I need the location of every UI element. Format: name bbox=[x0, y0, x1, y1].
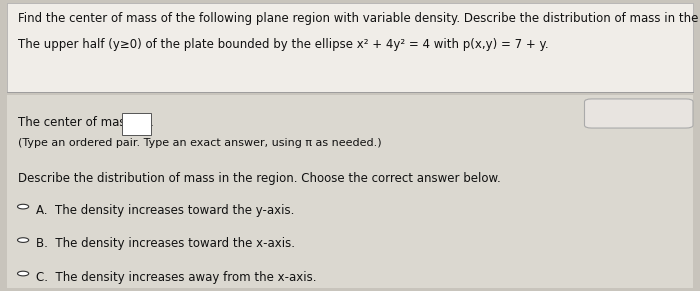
Text: (Type an ordered pair. Type an exact answer, using π as needed.): (Type an ordered pair. Type an exact ans… bbox=[18, 138, 381, 148]
Text: The upper half (y≥​0) of the plate bounded by the ellipse x² + 4y²​ = 4 with p(x: The upper half (y≥​0) of the plate bound… bbox=[18, 38, 548, 51]
FancyBboxPatch shape bbox=[7, 3, 693, 92]
FancyBboxPatch shape bbox=[7, 95, 693, 288]
Text: The center of mass is: The center of mass is bbox=[18, 116, 144, 129]
Text: Describe the distribution of mass in the region. Choose the correct answer below: Describe the distribution of mass in the… bbox=[18, 172, 500, 185]
Circle shape bbox=[18, 204, 29, 209]
Text: • • • • •: • • • • • bbox=[623, 109, 654, 118]
Text: A.  The density increases toward the y-axis.: A. The density increases toward the y-ax… bbox=[36, 204, 295, 217]
Circle shape bbox=[18, 238, 29, 242]
Text: .: . bbox=[150, 116, 153, 129]
FancyBboxPatch shape bbox=[122, 113, 150, 135]
Text: C.  The density increases away from the x-axis.: C. The density increases away from the x… bbox=[36, 271, 317, 284]
Circle shape bbox=[18, 271, 29, 276]
Text: B.  The density increases toward the x-axis.: B. The density increases toward the x-ax… bbox=[36, 237, 295, 250]
FancyBboxPatch shape bbox=[584, 99, 693, 128]
Text: Find the center of mass of the following plane region with variable density. Des: Find the center of mass of the following… bbox=[18, 12, 700, 25]
